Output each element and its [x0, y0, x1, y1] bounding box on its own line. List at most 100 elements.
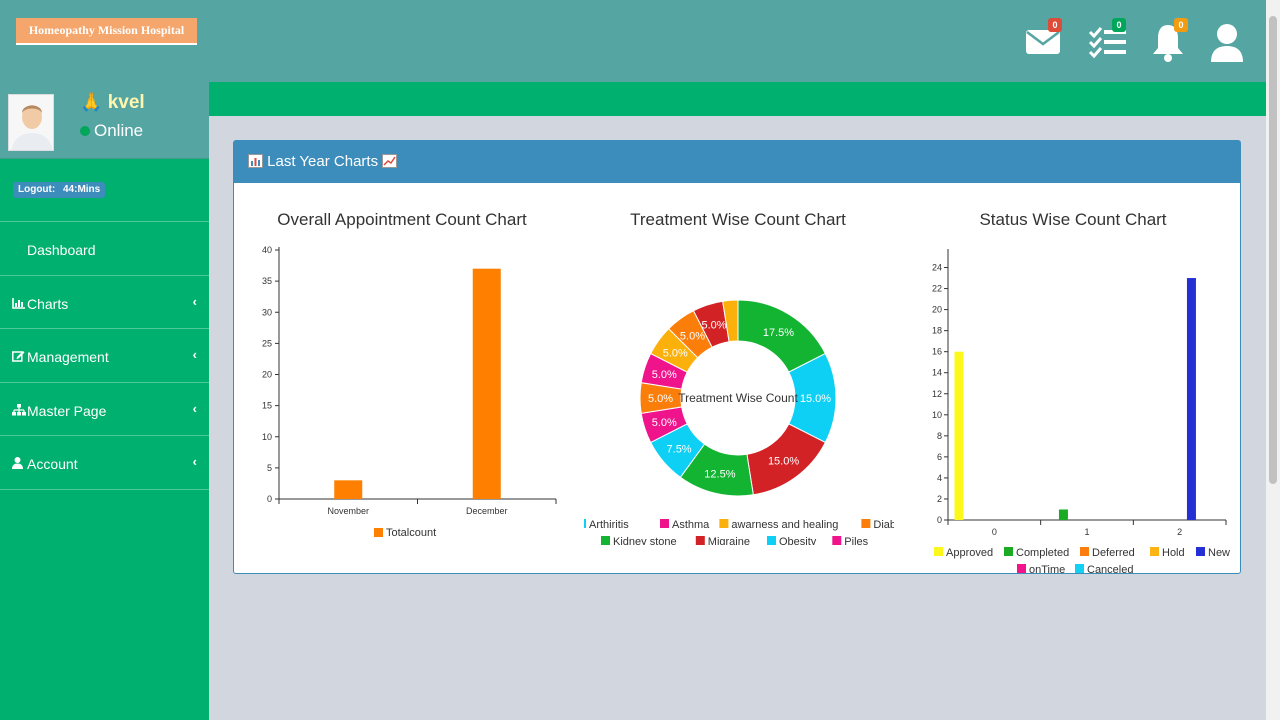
bar-december — [472, 268, 501, 499]
sidebar-item-dashboard[interactable]: Dashboard — [0, 222, 209, 276]
slice-label: 17.5% — [763, 327, 794, 339]
y-tick-label: 15 — [262, 401, 272, 411]
user-status-text: Online — [94, 121, 144, 140]
y-tick-label: 20 — [262, 370, 272, 380]
y-tick-label: 12 — [932, 389, 942, 399]
user-menu-button[interactable] — [1206, 18, 1248, 62]
tasks-icon — [1088, 27, 1126, 59]
legend-swatch — [719, 519, 729, 528]
session-timer: 44:Mins — [58, 182, 106, 198]
x-tick-label: 0 — [992, 527, 997, 537]
logout-row: Logout: 44:Mins — [0, 159, 209, 222]
x-tick-label: November — [327, 506, 369, 516]
y-tick-label: 35 — [262, 276, 272, 286]
y-tick-label: 40 — [262, 245, 272, 255]
legend-label: Canceled — [1087, 564, 1133, 576]
treatment-chart-title: Treatment Wise Count Chart — [630, 210, 846, 229]
bar-november — [334, 480, 363, 499]
last-year-charts-panel: Last Year Charts Overall Appointment Cou… — [233, 140, 1241, 576]
tasks-button[interactable]: 0 — [1086, 18, 1128, 62]
user-icon — [12, 457, 26, 472]
y-tick-label: 10 — [932, 410, 942, 420]
y-tick-label: 0 — [267, 494, 272, 504]
legend-swatch — [1004, 547, 1013, 556]
tasks-count-badge: 0 — [1112, 18, 1126, 32]
legend-label: Deferred — [1092, 547, 1135, 559]
avatar — [8, 94, 54, 151]
slice-label: 5.0% — [663, 347, 688, 359]
slice-label: 12.5% — [704, 468, 735, 480]
legend-label: Asthma — [672, 519, 710, 531]
status-chart-title: Status Wise Count Chart — [979, 210, 1167, 229]
notifications-button[interactable]: 0 — [1148, 18, 1190, 62]
chevron-left-icon: ‹ — [192, 454, 197, 469]
edit-icon — [12, 350, 26, 365]
legend-swatch — [1150, 547, 1159, 556]
slice-label: 15.0% — [800, 393, 831, 405]
chevron-left-icon: ‹ — [192, 293, 197, 309]
legend-label: Approved — [946, 547, 993, 559]
y-tick-label: 2 — [937, 494, 942, 504]
bar-new — [1186, 278, 1196, 520]
slice-label: 5.0% — [680, 330, 705, 342]
y-tick-label: 10 — [262, 432, 272, 442]
legend-swatch — [374, 528, 383, 537]
legend-swatch — [695, 536, 705, 545]
top-navbar: Homeopathy Mission Hospital 0 0 0 — [0, 0, 1266, 82]
sidebar: 🙏 kvel Online Logout: 44:Mins Dashboard … — [0, 82, 209, 720]
legend-swatch — [767, 536, 776, 545]
legend-swatch — [832, 536, 842, 545]
legend-label: Obesity — [779, 536, 817, 545]
legend-label: Diabetes — [873, 519, 894, 531]
praying-hands-icon: 🙏 — [80, 92, 103, 112]
y-tick-label: 16 — [932, 347, 942, 357]
user-panel: 🙏 kvel Online — [0, 82, 209, 159]
legend-label: Hold — [1162, 547, 1185, 559]
content-header-bar — [209, 82, 1266, 116]
trend-chart-emoji-icon — [382, 154, 398, 168]
panel-title: Last Year Charts — [267, 153, 379, 170]
slice-label: 7.5% — [667, 443, 692, 455]
y-tick-label: 4 — [937, 473, 942, 483]
legend-label: Completed — [1016, 547, 1069, 559]
mail-button[interactable]: 0 — [1022, 18, 1064, 62]
y-tick-label: 22 — [932, 284, 942, 294]
donut-slice — [722, 299, 739, 343]
sidebar-item-label: Account — [27, 456, 78, 472]
legend-label: onTime — [1029, 564, 1065, 576]
legend-label: Piles — [844, 536, 868, 545]
logout-button[interactable]: Logout: — [13, 182, 61, 198]
sidebar-item-management[interactable]: Management ‹ — [0, 329, 209, 383]
legend-swatch — [1017, 564, 1026, 573]
legend-swatch — [660, 519, 669, 528]
legend-label: New — [1208, 547, 1230, 559]
page-scrollbar[interactable] — [1266, 0, 1280, 720]
x-tick-label: 2 — [1177, 527, 1182, 537]
online-dot-icon — [80, 126, 90, 136]
panel-header: Last Year Charts — [234, 141, 1240, 183]
sidebar-item-master-page[interactable]: Master Page ‹ — [0, 383, 209, 436]
legend-swatch — [1196, 547, 1205, 556]
y-tick-label: 8 — [937, 431, 942, 441]
scrollbar-thumb[interactable] — [1269, 16, 1277, 484]
legend-label: Totalcount — [386, 527, 436, 539]
slice-label: 5.0% — [702, 319, 727, 331]
sidebar-item-label: Master Page — [27, 402, 107, 419]
slice-label: 5.0% — [652, 369, 677, 381]
bar-completed — [1058, 509, 1068, 520]
sitemap-icon — [12, 403, 26, 419]
y-tick-label: 30 — [262, 307, 272, 317]
y-tick-label: 25 — [262, 338, 272, 348]
sidebar-item-account[interactable]: Account ‹ — [0, 436, 209, 490]
user-name: 🙏 kvel — [80, 92, 145, 114]
notifications-count-badge: 0 — [1174, 18, 1188, 32]
treatment-count-chart: 17.5%15.0%15.0%12.5%7.5%5.0%5.0%5.0%5.0%… — [584, 299, 894, 545]
legend-label: Migraine — [708, 536, 750, 545]
donut-center-label: Treatment Wise Count — [678, 391, 798, 405]
bar-chart-emoji-icon — [248, 154, 263, 168]
legend-swatch — [584, 519, 586, 528]
hospital-logo[interactable]: Homeopathy Mission Hospital — [16, 18, 197, 45]
y-tick-label: 0 — [937, 515, 942, 525]
sidebar-item-charts[interactable]: Charts ‹ — [0, 276, 209, 329]
